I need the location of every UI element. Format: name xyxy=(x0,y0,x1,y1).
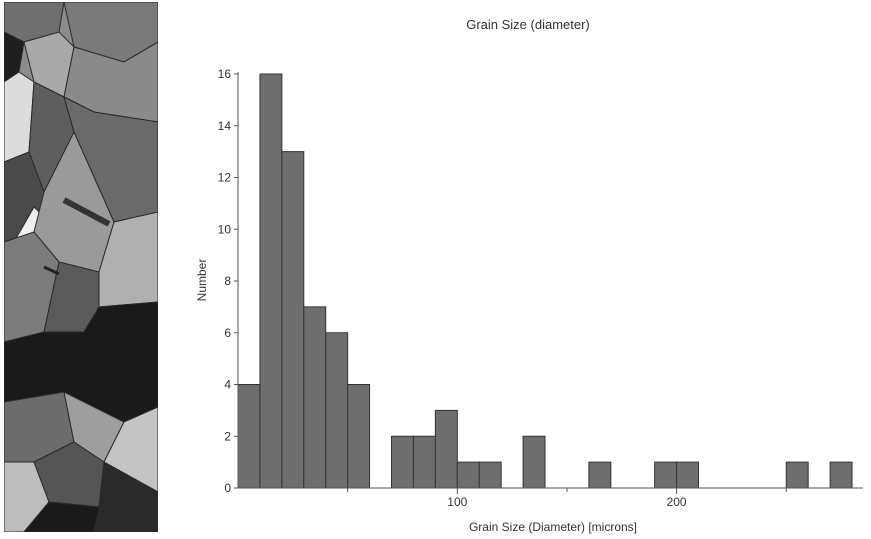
histogram-bar xyxy=(588,461,612,489)
histogram-bars xyxy=(237,73,853,489)
histogram-bar xyxy=(654,461,678,489)
histogram-bar xyxy=(434,409,458,489)
histogram-bar xyxy=(303,306,327,489)
y-tick-label: 10 xyxy=(218,222,232,236)
x-tick-label: 200 xyxy=(667,495,687,509)
y-tick-label: 6 xyxy=(224,326,231,340)
y-tick-label: 12 xyxy=(218,171,232,185)
y-tick-label: 4 xyxy=(224,378,231,392)
y-tick-label: 8 xyxy=(224,274,231,288)
histogram-bar xyxy=(281,151,305,489)
histogram-bar xyxy=(237,384,261,489)
histogram-bar xyxy=(347,384,371,489)
histogram-bar xyxy=(829,461,853,489)
histogram-bar xyxy=(412,435,436,489)
x-axis-label: Grain Size (Diameter) [microns] xyxy=(469,520,637,534)
y-tick-label: 2 xyxy=(224,429,231,443)
x-axis: 100 200 xyxy=(238,487,863,509)
histogram-bar xyxy=(391,435,414,489)
histogram-bar xyxy=(325,332,349,489)
y-tick-label: 16 xyxy=(218,67,232,81)
histogram-bar xyxy=(785,461,809,489)
histogram-bar xyxy=(456,461,480,489)
histogram-bar xyxy=(522,435,546,489)
histogram-bar xyxy=(478,461,502,489)
histogram-bar xyxy=(676,461,700,489)
y-tick-label: 0 xyxy=(224,481,231,495)
micrograph-image xyxy=(4,2,158,532)
y-axis-label: Number xyxy=(195,259,209,302)
histogram-bar xyxy=(259,73,283,489)
y-axis: 0 2 4 6 8 10 12 14 16 xyxy=(218,67,239,495)
x-tick-label: 100 xyxy=(447,495,467,509)
y-tick-label: 14 xyxy=(218,119,232,133)
chart-title: Grain Size (diameter) xyxy=(466,17,590,32)
